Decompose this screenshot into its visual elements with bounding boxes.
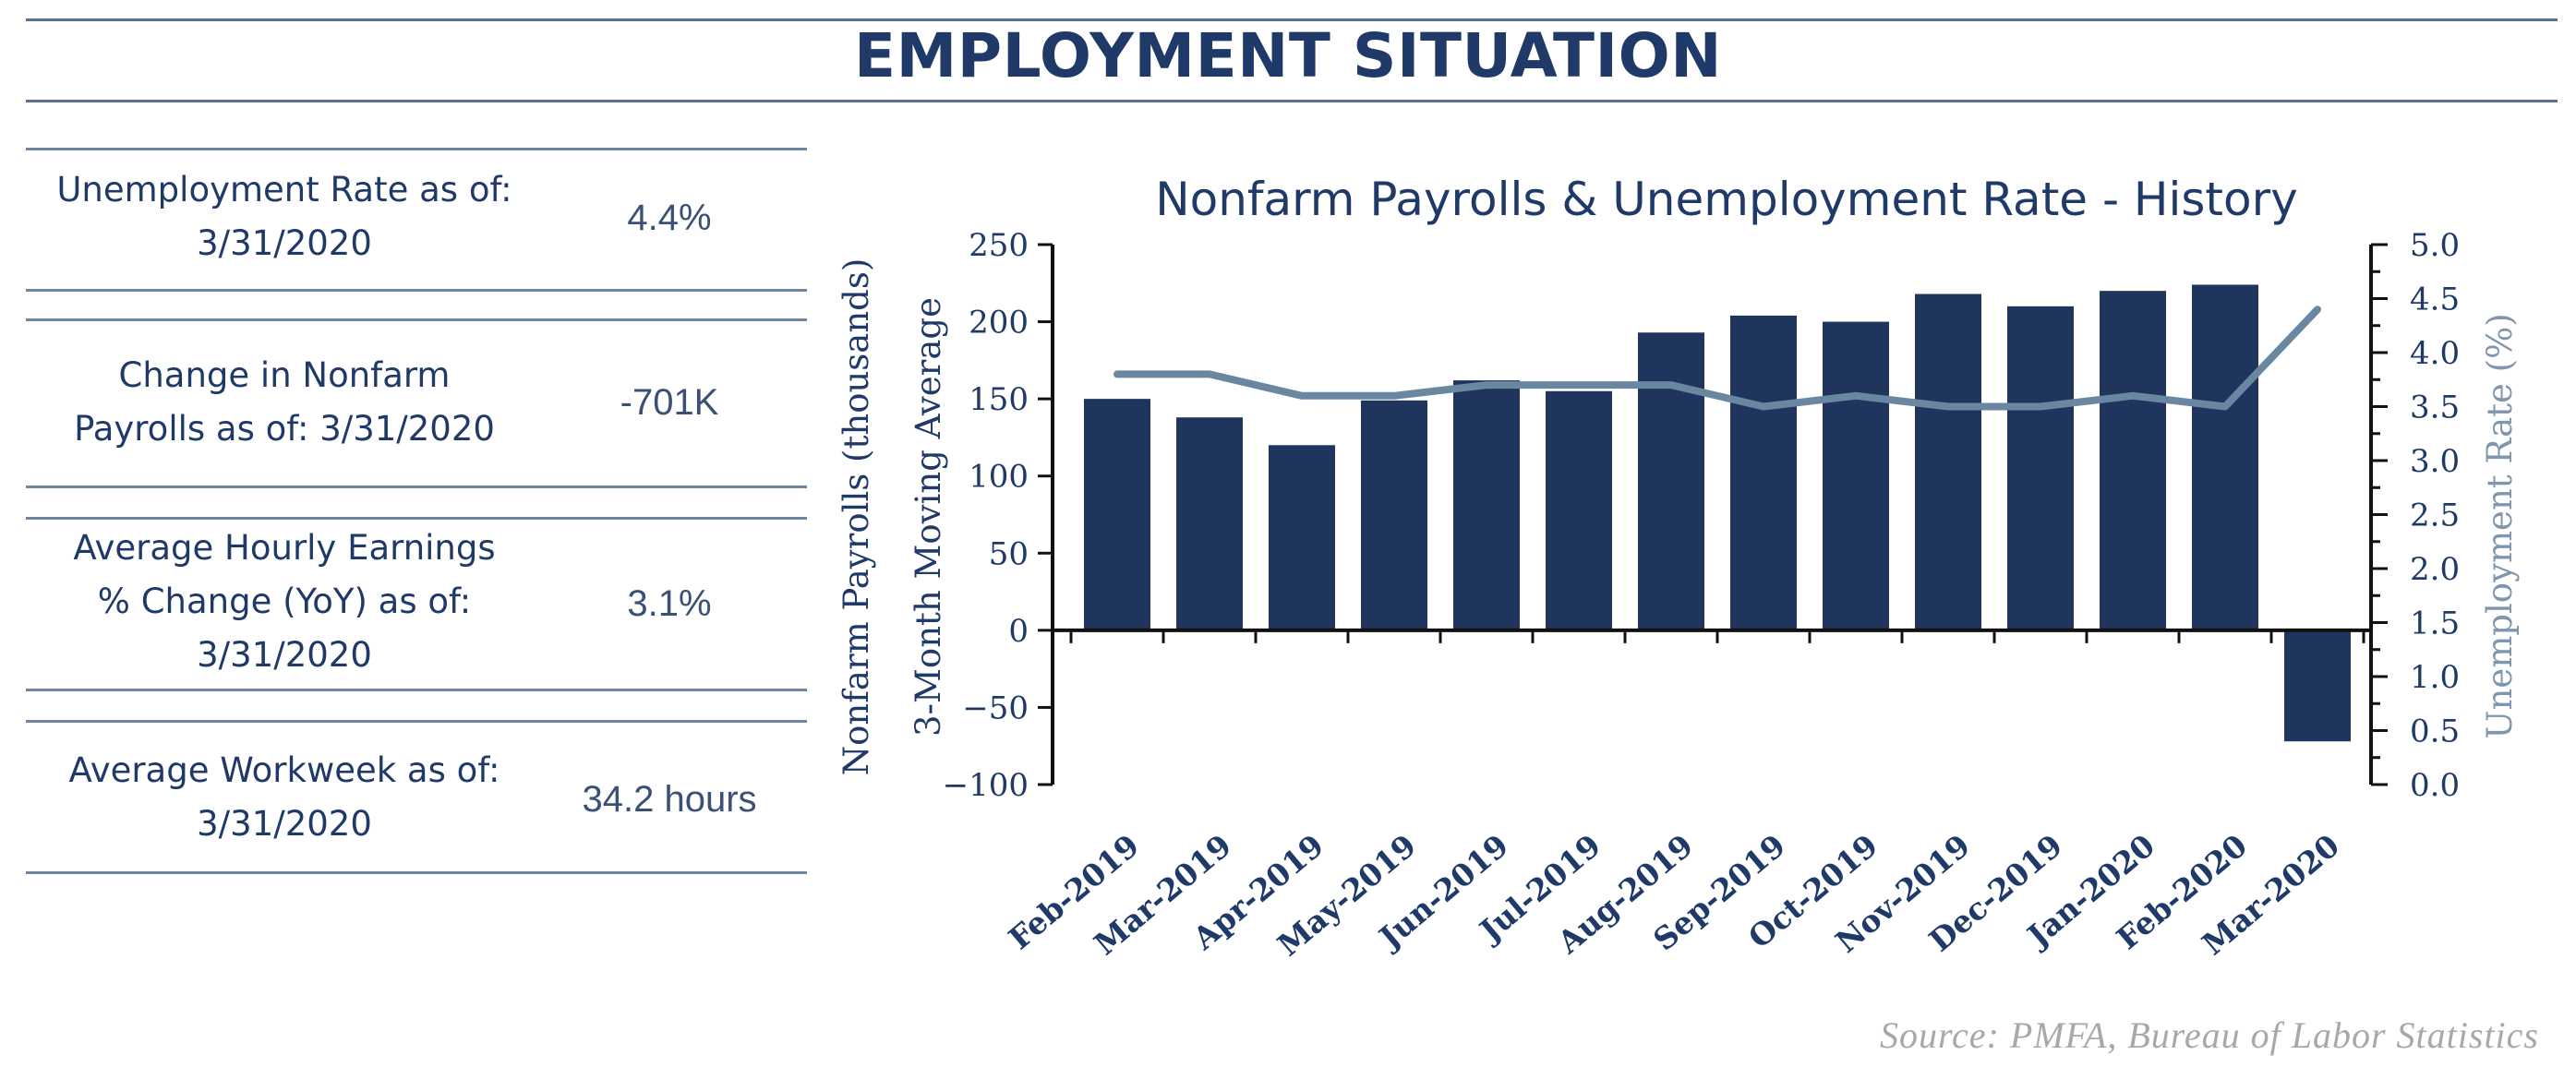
left-axis-tick-label: 0 [1008,613,1029,650]
payroll-bar [1730,315,1797,630]
stat-label-nonfarm-payrolls: Change in Nonfarm Payrolls as of: 3/31/2… [26,349,543,456]
payroll-bar [1546,390,1612,630]
stat-label-hourly-earnings: Average Hourly Earnings % Change (YoY) a… [26,522,543,682]
stat-label-line: % Change (YoY) as of: [97,581,472,621]
payroll-bar [2284,629,2351,742]
right-axis-tick-label: 1.5 [2410,605,2460,642]
stat-value-hourly-earnings: 3.1% [627,583,712,624]
payroll-bar [2100,291,2166,630]
right-axis-tick-label: 2.5 [2410,498,2460,534]
unemployment-line [1113,306,2321,411]
stats-divider [26,148,807,150]
left-axis-tick-labels: 250 200 150 100 50 0 −50 −100 [943,227,1029,804]
right-axis-tick-label: 5.0 [2410,227,2460,264]
payroll-bar [1176,417,1243,630]
left-axis-label: Nonfarm Payrolls (thousands) [837,258,876,776]
stat-value-average-workweek: 34.2 hours [582,779,757,820]
left-axis-tick-label: 200 [969,305,1029,342]
right-axis-label: Unemployment Rate (%) [2480,313,2520,738]
payroll-bar [1638,332,1704,630]
stat-label-line: 3/31/2020 [197,804,372,844]
left-axis-tick-label: −50 [962,689,1029,726]
stat-label-line: Average Workweek as of: [68,750,500,790]
payroll-bar [1084,399,1150,630]
stat-value-unemployment-rate: 4.4% [627,198,712,238]
right-axis-tick-label: 2.0 [2410,551,2460,588]
stat-label-line: Average Hourly Earnings [73,528,496,568]
stat-label-unemployment-rate: Unemployment Rate as of: 3/31/2020 [26,163,543,270]
unemployment-line-series [1113,306,2321,411]
source-note: Source: PMFA, Bureau of Labor Statistics [1879,1014,2539,1056]
payroll-bar [1269,445,1335,630]
payroll-bar [1453,380,1520,630]
stat-label-line: Unemployment Rate as of: [56,170,512,210]
stat-label-average-workweek: Average Workweek as of: 3/31/2020 [26,744,543,851]
right-axis-tick-label: 3.5 [2410,390,2460,426]
left-axis-tick-label: 250 [969,227,1029,264]
left-axis-label: 3-Month Moving Average [909,297,948,737]
right-axis-tick-label: 1.0 [2410,659,2460,696]
left-axis-tick-label: 100 [969,459,1029,496]
title-bottom-rule [26,100,2558,102]
right-axis-tick-label: 4.5 [2410,282,2460,318]
left-axis-tick-label: −100 [943,767,1029,804]
bar-series [1084,284,2351,742]
stat-label-line: Payrolls as of: 3/31/2020 [74,409,495,449]
stat-label-line: Change in Nonfarm [118,355,451,395]
payroll-bar [1823,321,1889,630]
payroll-bar [2007,306,2074,630]
stat-value-nonfarm-payrolls: -701K [620,382,719,423]
title-top-rule [26,18,2558,21]
right-axis-tick-labels: 5.0 4.5 4.0 3.5 3.0 2.5 2.0 1.5 1.0 0.5 0.0 [2410,227,2460,804]
stats-divider [26,517,807,520]
stats-divider [26,318,807,321]
right-axis-tick-label: 4.0 [2410,335,2460,372]
right-axis-tick-label: 0.0 [2410,767,2460,804]
stat-label-line: 3/31/2020 [197,223,372,263]
payroll-bar [1915,294,1981,630]
chart-title: Nonfarm Payrolls & Unemployment Rate - H… [1155,173,2298,226]
right-axis-tick-label: 0.5 [2410,713,2460,750]
chart-axes [1038,243,2388,786]
x-axis-tick-labels: Feb-2019Mar-2019Apr-2019May-2019Jun-2019… [1002,827,2346,963]
stats-divider [26,689,807,691]
stats-divider [26,486,807,488]
left-axis-tick-label: 150 [969,381,1029,418]
stats-divider [26,720,807,723]
right-axis-tick-label: 3.0 [2410,443,2460,480]
left-axis-tick-label: 50 [989,535,1029,572]
payroll-bar [1361,400,1427,630]
stats-divider [26,289,807,292]
page-title: EMPLOYMENT SITUATION [854,20,1722,91]
payroll-bar [2192,284,2258,630]
stats-divider [26,871,807,874]
stat-label-line: 3/31/2020 [197,635,372,675]
